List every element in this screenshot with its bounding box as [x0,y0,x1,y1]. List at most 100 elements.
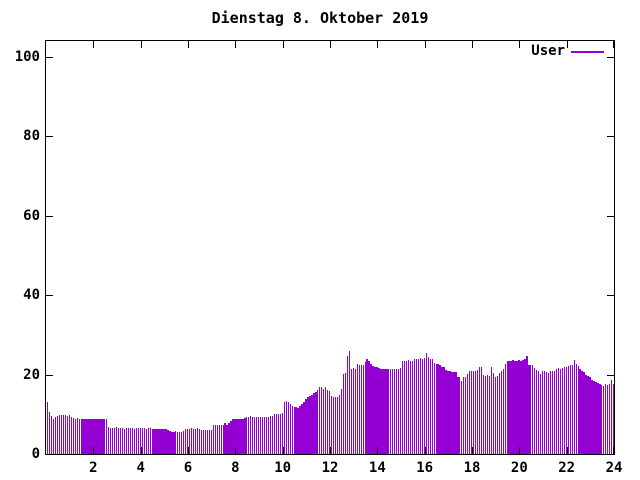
bar [443,367,445,454]
bar [289,403,291,454]
bar [577,365,579,454]
bar [374,366,376,454]
bar [224,423,226,454]
bar [108,427,110,454]
bar-series-user [46,41,615,454]
bar [486,374,489,454]
bar [181,431,183,454]
x-tick-mark-bottom [424,447,426,454]
bar [451,372,453,454]
y-tick-mark-left [46,136,53,137]
x-tick-mark-bottom [330,447,331,454]
bar [254,417,256,454]
bar [386,369,388,454]
bar [143,428,145,454]
bar [303,401,305,454]
bar [380,368,382,454]
bar [210,430,212,454]
bar [327,389,329,454]
bar [62,415,65,454]
bar [567,365,569,454]
bar [299,406,301,454]
bar [112,427,114,454]
x-tick-label: 18 [463,460,481,476]
bar [401,361,404,454]
bar [439,365,441,454]
bar [551,370,554,454]
y-tick-mark-right [607,136,614,137]
x-tick-label: 22 [558,460,576,476]
bar [508,361,510,454]
bar [441,366,443,454]
bar [139,427,141,454]
bar [425,353,427,454]
x-tick-mark-bottom [472,447,473,454]
bar [528,365,530,454]
y-tick-label: 40 [23,287,40,303]
bar [297,408,299,454]
bar [151,429,153,454]
x-tick-mark-top [93,41,95,48]
bar [228,422,230,454]
bar [226,424,228,454]
y-tick-label: 0 [31,446,40,462]
bar [145,428,147,454]
bar [601,384,603,454]
bar [86,419,88,454]
x-tick-label: 14 [368,460,386,476]
bar [350,368,352,454]
bar [202,430,205,454]
bar [492,372,494,454]
bar [348,351,351,454]
x-tick-label: 8 [231,460,240,476]
bar [474,370,477,454]
x-tick-mark-bottom [235,447,237,454]
bar [342,374,345,454]
bar [453,371,455,454]
x-tick-mark-top [566,41,568,48]
bar [52,419,55,454]
bar [216,425,218,454]
bar [455,372,457,454]
bar [220,425,222,454]
bar [76,418,78,454]
bar [411,361,414,454]
bar [392,368,394,454]
bar [163,429,165,454]
bar [167,429,169,454]
bar [356,364,358,454]
bar [368,360,370,454]
bar [187,428,189,454]
bar [494,376,496,454]
bar [177,431,179,454]
bar [70,417,72,454]
bar [129,428,132,454]
bar [287,402,289,454]
bar [259,417,262,454]
bar [155,429,157,454]
bar [530,365,532,454]
bar [329,390,331,454]
bar [516,361,518,454]
bar [480,367,483,454]
bar [534,368,536,454]
bar [321,386,323,454]
bar [478,366,481,454]
bar [315,392,317,454]
bar [50,415,53,454]
bar [427,357,429,454]
bar [242,418,244,454]
bar [563,366,565,454]
bar [344,373,347,454]
bar [372,365,374,454]
bar [579,368,581,454]
y-tick-mark-right [607,215,614,217]
bar [607,385,609,454]
bar [252,417,254,454]
bar [545,371,548,454]
bar [447,370,449,454]
bar [384,368,386,454]
bar [72,418,74,454]
bar [185,429,187,454]
